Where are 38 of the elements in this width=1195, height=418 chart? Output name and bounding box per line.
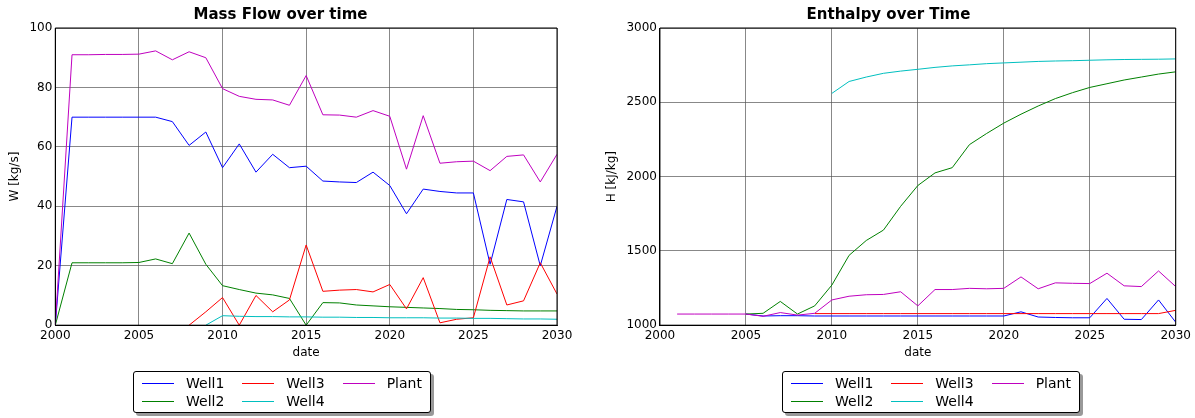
y-tick-label: 2000	[626, 168, 657, 183]
x-tick-label: 2020	[374, 327, 406, 342]
y-tick-label: 60	[37, 139, 53, 154]
y-tick-label: 40	[37, 198, 53, 213]
legend-label: Well3	[935, 375, 974, 391]
y-tick-label: 2500	[626, 94, 657, 109]
x-tick-label: 2005	[730, 327, 762, 342]
x-axis-title: date	[292, 344, 320, 359]
y-tick-label: 20	[37, 257, 53, 272]
x-tick-label: 2015	[290, 327, 322, 342]
x-axis-title: date	[904, 344, 932, 359]
legend-label: Well1	[835, 375, 874, 391]
legend-label: Well4	[935, 393, 974, 409]
legend-label: Well4	[286, 393, 325, 409]
x-tick-label: 2025	[1074, 327, 1106, 342]
x-tick-label: 2030	[541, 327, 573, 342]
x-tick-label: 2010	[816, 327, 848, 342]
legend-label: Well2	[186, 393, 225, 409]
chart-title: Enthalpy over Time	[806, 4, 971, 23]
legend-label: Plant	[1035, 375, 1071, 391]
legend-label: Well2	[835, 393, 874, 409]
y-axis-title: H [kJ/kg]	[604, 150, 619, 203]
y-tick-label: 80	[37, 79, 53, 94]
y-tick-label: 3000	[626, 20, 657, 35]
x-tick-label: 2015	[902, 327, 934, 342]
x-tick-label: 2005	[123, 327, 155, 342]
x-tick-label: 2020	[988, 327, 1020, 342]
x-tick-label: 2025	[458, 327, 489, 342]
legend-label: Well3	[286, 375, 325, 391]
x-tick-label: 2010	[207, 327, 238, 342]
chart-title: Mass Flow over time	[193, 4, 368, 23]
legend-label: Well1	[186, 375, 225, 391]
y-tick-label: 1500	[626, 243, 657, 258]
y-axis-title: W [kg/s]	[7, 151, 22, 202]
y-tick-label: 100	[29, 20, 53, 35]
x-tick-label: 2030	[1160, 327, 1191, 342]
x-tick-label: 2000	[644, 327, 676, 342]
legend-label: Plant	[386, 375, 422, 391]
